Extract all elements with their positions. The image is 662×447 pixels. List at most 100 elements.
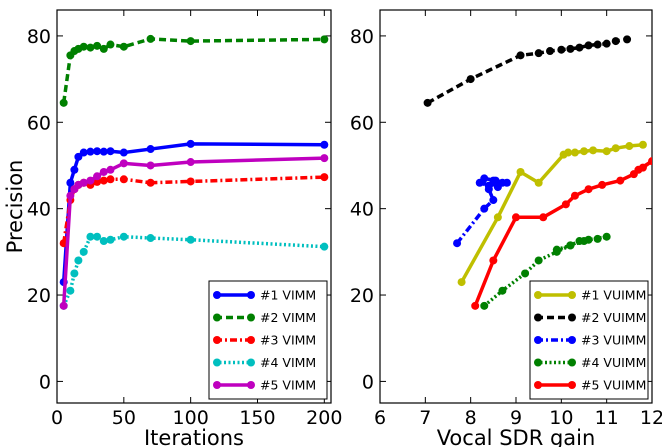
data-point [106,165,115,174]
y-tick-label: 0 [362,371,374,393]
data-point [99,147,108,156]
series-5 [471,157,652,310]
y-tick-label: 40 [27,199,51,221]
data-point [79,148,88,157]
legend-swatch-marker [213,358,221,367]
data-point [480,174,489,183]
legend-swatch-marker [534,358,542,367]
data-point [74,256,83,265]
legend-label: #2 VUIMM [581,310,646,325]
data-point [589,146,598,155]
series-4 [480,232,611,310]
data-point [93,172,102,181]
data-point [146,161,155,170]
x-tick-label: 10 [549,407,573,429]
data-point [186,37,195,46]
data-point [320,140,329,149]
data-point [561,200,570,209]
data-point [521,269,530,278]
data-point [119,175,128,184]
data-point [93,41,102,50]
x-axis-label: Vocal SDR gain [437,426,596,447]
data-point [575,43,584,52]
legend: #1 VIMM #2 VIMM #3 VIMM #4 VIMM #5 VIMM [208,280,328,400]
data-point [602,232,611,241]
data-point [484,181,493,190]
data-point [539,213,548,222]
data-point [575,237,584,246]
data-point [99,237,108,246]
data-point [616,176,625,185]
data-point [66,286,75,295]
y-tick-label: 20 [27,285,51,307]
data-point [106,175,115,184]
data-point [516,51,525,60]
data-point [534,178,543,187]
data-point [502,178,511,187]
legend-swatch-marker [213,291,221,299]
data-point [86,43,95,52]
legend-swatch-marker [568,313,576,322]
data-point [320,242,329,251]
series-2 [423,35,632,107]
data-point [146,178,155,187]
legend-label: #1 VUIMM [581,288,646,303]
legend-label: #4 VIMM [260,355,316,370]
x-tick-label: 200 [306,407,342,429]
series-3 [453,174,511,248]
data-point [498,286,507,295]
data-point [611,37,620,46]
data-point [79,247,88,256]
data-point [186,158,195,167]
data-point [79,178,88,187]
panel-1: 0 50 100 150 200 0 20 40 60 80 Iterations Precision… [3,9,342,447]
series-2 [59,34,329,107]
legend-swatch-marker [247,291,255,299]
legend-label: #5 VIMM [260,378,316,393]
data-point [602,39,611,48]
y-tick-label: 80 [350,26,374,48]
legend-label: #3 VIMM [260,333,316,348]
data-point [557,45,566,54]
x-axis-label: Iterations [144,426,244,447]
data-point [86,232,95,241]
data-point [453,239,462,248]
data-point [93,177,102,186]
data-point [598,180,607,189]
data-point [79,42,88,51]
data-point [186,177,195,186]
legend-swatch-marker [568,336,576,344]
data-point [564,148,573,157]
y-tick-label: 60 [27,112,51,134]
legend-swatch-marker [247,313,255,322]
data-point [602,147,611,156]
legend-swatch-marker [247,336,255,344]
data-point [93,147,102,156]
data-point [491,176,500,185]
data-point [66,178,75,187]
data-point [86,147,95,156]
x-tick-label: 9 [510,407,522,429]
data-point [634,165,643,174]
data-point [638,140,647,149]
x-tick-label: 50 [112,407,136,429]
data-point [99,167,108,176]
data-point [59,301,68,310]
legend-swatch-marker [247,358,255,367]
data-point [584,41,593,50]
panel-2: 6 7 8 9 10 11 12 0 20 40 60 80 Vocal SDR gain #1 VUIM… [350,9,662,447]
data-point [106,235,115,244]
legend-label: #5 VUIMM [581,378,646,393]
data-point [320,154,329,163]
data-point [99,176,108,185]
legend-swatch-marker [213,336,221,344]
legend-box [208,280,328,400]
data-point [471,301,480,310]
data-point [566,241,575,250]
y-axis-label: Precision [3,160,27,254]
data-point [119,232,128,241]
series-5 [59,154,329,310]
x-tick-label: 12 [640,407,662,429]
data-point [66,191,75,200]
data-point [580,147,588,156]
